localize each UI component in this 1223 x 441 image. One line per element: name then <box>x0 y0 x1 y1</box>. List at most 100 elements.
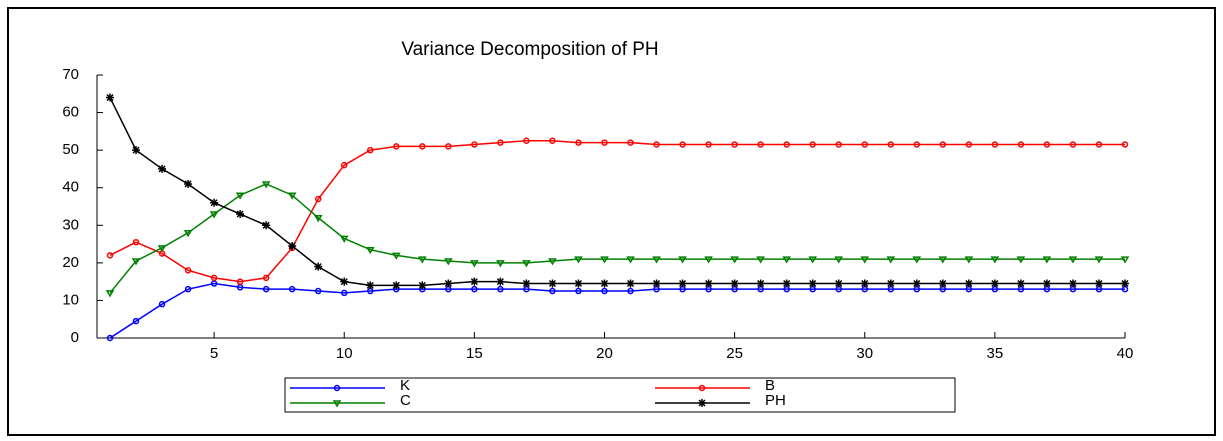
x-tick-label: 40 <box>1117 345 1134 362</box>
point <box>1121 141 1129 148</box>
point <box>704 279 713 288</box>
point <box>964 256 974 264</box>
point <box>287 192 297 200</box>
point <box>861 141 868 148</box>
point <box>626 279 635 288</box>
point <box>1094 256 1104 264</box>
point <box>184 267 192 274</box>
point <box>340 277 349 286</box>
point <box>834 256 844 264</box>
point <box>288 285 296 293</box>
point <box>262 221 271 230</box>
point <box>132 317 140 325</box>
point <box>1016 256 1026 264</box>
legend-box <box>284 377 956 413</box>
point <box>549 137 556 144</box>
point <box>809 141 816 148</box>
x-tick-label: 10 <box>336 345 353 362</box>
point <box>1042 279 1051 288</box>
point <box>340 289 348 297</box>
point <box>860 256 870 264</box>
point <box>366 281 375 290</box>
point <box>600 256 609 264</box>
point <box>314 287 322 295</box>
point <box>522 279 531 288</box>
point <box>471 285 478 293</box>
point <box>626 256 635 264</box>
legend-marker <box>333 384 341 392</box>
point <box>210 274 218 282</box>
series-line <box>109 282 1125 339</box>
point <box>731 141 738 148</box>
x-tick-label: 30 <box>856 345 873 362</box>
point <box>990 279 999 288</box>
point <box>730 279 739 288</box>
point <box>158 164 167 173</box>
x-tick-label: 20 <box>596 345 613 362</box>
point <box>131 258 141 266</box>
point <box>261 181 271 189</box>
point <box>782 279 791 288</box>
point <box>730 256 739 264</box>
series-line <box>109 140 1125 283</box>
point <box>652 279 661 288</box>
point <box>183 230 193 238</box>
point <box>367 146 374 154</box>
point <box>548 279 557 288</box>
point <box>392 281 401 290</box>
point <box>913 141 921 148</box>
point <box>314 195 322 203</box>
point <box>365 246 375 255</box>
point <box>860 279 869 288</box>
point <box>808 279 817 288</box>
point <box>288 241 297 250</box>
x-tick-label: 5 <box>210 345 218 362</box>
point <box>1016 279 1025 288</box>
point <box>574 279 583 288</box>
point <box>339 235 349 243</box>
point <box>210 198 219 207</box>
point <box>834 279 843 288</box>
y-tick-label: 60 <box>62 104 79 121</box>
point <box>808 256 818 264</box>
legend-label: B <box>765 377 775 394</box>
point <box>627 287 634 295</box>
point <box>313 215 323 223</box>
point <box>938 256 948 264</box>
point <box>886 279 895 288</box>
chart-title: Variance Decomposition of PH <box>401 39 658 60</box>
point <box>678 279 687 288</box>
point <box>574 256 583 264</box>
point <box>1095 141 1103 148</box>
point <box>236 278 244 285</box>
point <box>523 137 530 144</box>
point <box>236 210 245 219</box>
point <box>835 141 842 148</box>
point <box>444 279 453 288</box>
x-tick-label: 25 <box>726 345 743 362</box>
point <box>1068 256 1078 264</box>
frame <box>7 7 1216 436</box>
point <box>887 141 895 148</box>
point <box>678 256 687 264</box>
point <box>1069 141 1077 148</box>
x-tick-label: 35 <box>987 345 1004 362</box>
legend-marker <box>698 399 706 407</box>
y-tick-label: 10 <box>62 291 79 308</box>
point <box>783 141 790 148</box>
point <box>1068 279 1077 288</box>
point <box>235 192 245 200</box>
point <box>756 256 765 264</box>
point <box>782 256 791 264</box>
point <box>627 139 634 146</box>
y-tick-label: 20 <box>62 254 79 271</box>
point <box>1121 279 1129 288</box>
legend-label: K <box>400 377 410 394</box>
point <box>1017 141 1025 148</box>
x-tick-label: 15 <box>466 345 483 362</box>
point <box>965 141 973 148</box>
point <box>470 260 479 268</box>
point <box>575 287 582 295</box>
point <box>601 139 608 146</box>
point <box>756 279 765 288</box>
